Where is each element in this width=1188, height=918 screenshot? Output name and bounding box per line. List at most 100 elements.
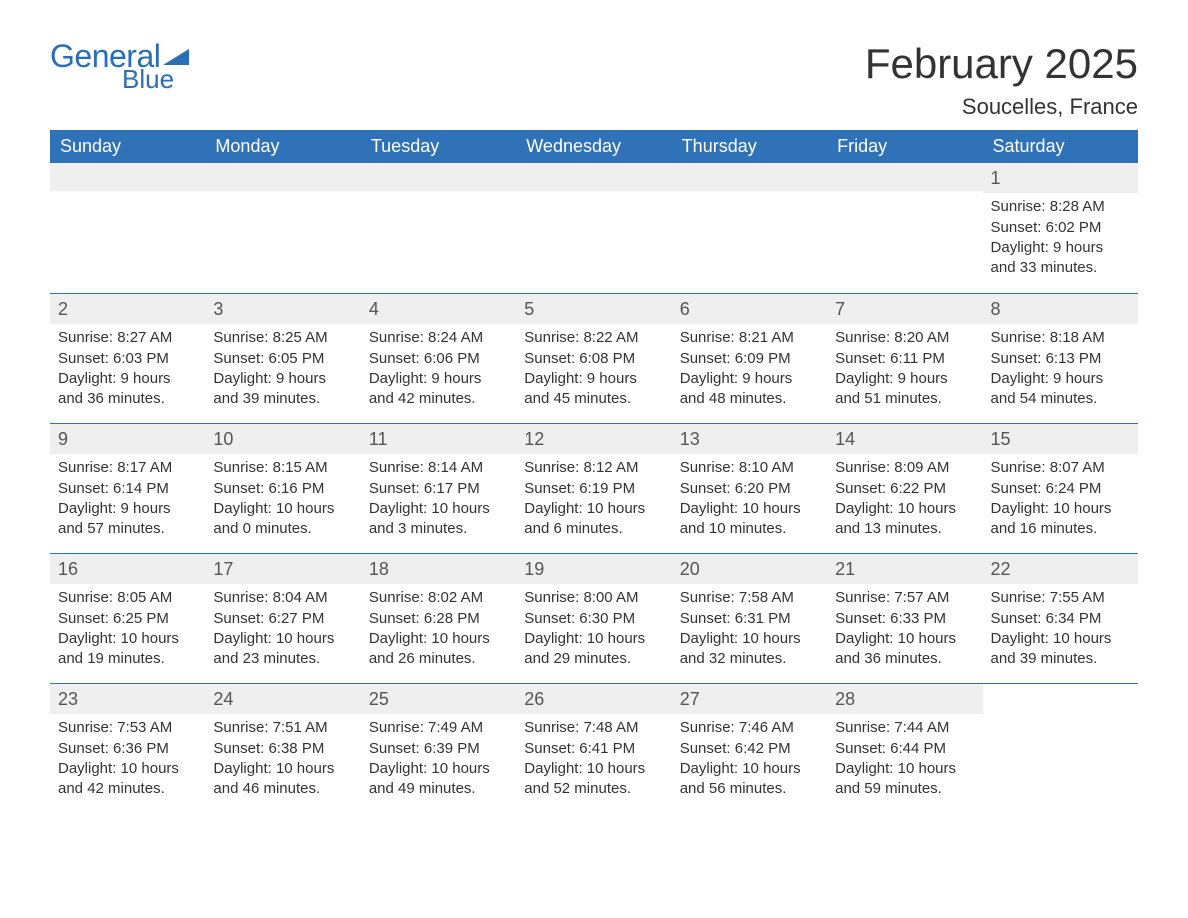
sunrise-line: Sunrise: 8:15 AM xyxy=(213,458,352,478)
day-number: 25 xyxy=(361,684,516,714)
empty-cell xyxy=(672,191,827,281)
sunset-line: Sunset: 6:31 PM xyxy=(680,609,819,629)
daylight-line: Daylight: 10 hours and 36 minutes. xyxy=(835,629,974,670)
daylight-line: Daylight: 10 hours and 59 minutes. xyxy=(835,759,974,800)
empty-daynum-band xyxy=(827,163,982,191)
daylight-line: Daylight: 9 hours and 45 minutes. xyxy=(524,369,663,410)
day-details: Sunrise: 7:55 AMSunset: 6:34 PMDaylight:… xyxy=(983,584,1138,681)
weekday-header-row: SundayMondayTuesdayWednesdayThursdayFrid… xyxy=(50,130,1138,163)
calendar-cell xyxy=(361,163,516,293)
sunset-line: Sunset: 6:13 PM xyxy=(991,349,1130,369)
calendar-cell: 3Sunrise: 8:25 AMSunset: 6:05 PMDaylight… xyxy=(205,294,360,423)
sunrise-line: Sunrise: 8:18 AM xyxy=(991,328,1130,348)
empty-daynum-band xyxy=(361,163,516,191)
calendar-row: 16Sunrise: 8:05 AMSunset: 6:25 PMDayligh… xyxy=(50,553,1138,683)
calendar-cell: 16Sunrise: 8:05 AMSunset: 6:25 PMDayligh… xyxy=(50,554,205,683)
calendar-cell xyxy=(50,163,205,293)
sunset-line: Sunset: 6:05 PM xyxy=(213,349,352,369)
empty-cell xyxy=(827,191,982,281)
calendar-cell xyxy=(983,684,1138,813)
daylight-line: Daylight: 10 hours and 23 minutes. xyxy=(213,629,352,670)
day-number: 14 xyxy=(827,424,982,454)
day-number: 11 xyxy=(361,424,516,454)
empty-cell xyxy=(205,191,360,281)
calendar-row: 1Sunrise: 8:28 AMSunset: 6:02 PMDaylight… xyxy=(50,163,1138,293)
empty-cell xyxy=(516,191,671,281)
empty-daynum-band xyxy=(205,163,360,191)
calendar: SundayMondayTuesdayWednesdayThursdayFrid… xyxy=(50,130,1138,813)
sunset-line: Sunset: 6:39 PM xyxy=(369,739,508,759)
sunrise-line: Sunrise: 7:48 AM xyxy=(524,718,663,738)
day-details: Sunrise: 7:48 AMSunset: 6:41 PMDaylight:… xyxy=(516,714,671,811)
calendar-cell: 8Sunrise: 8:18 AMSunset: 6:13 PMDaylight… xyxy=(983,294,1138,423)
sunset-line: Sunset: 6:33 PM xyxy=(835,609,974,629)
day-number: 18 xyxy=(361,554,516,584)
weekday-header: Thursday xyxy=(672,130,827,163)
sunrise-line: Sunrise: 8:02 AM xyxy=(369,588,508,608)
weekday-header: Friday xyxy=(827,130,982,163)
sunset-line: Sunset: 6:20 PM xyxy=(680,479,819,499)
day-details: Sunrise: 8:17 AMSunset: 6:14 PMDaylight:… xyxy=(50,454,205,551)
sunrise-line: Sunrise: 7:53 AM xyxy=(58,718,197,738)
location-subtitle: Soucelles, France xyxy=(865,94,1138,120)
sunrise-line: Sunrise: 7:46 AM xyxy=(680,718,819,738)
day-number: 3 xyxy=(205,294,360,324)
empty-cell xyxy=(50,191,205,281)
sunset-line: Sunset: 6:38 PM xyxy=(213,739,352,759)
daylight-line: Daylight: 9 hours and 48 minutes. xyxy=(680,369,819,410)
sunrise-line: Sunrise: 8:27 AM xyxy=(58,328,197,348)
day-number: 26 xyxy=(516,684,671,714)
daylight-line: Daylight: 10 hours and 49 minutes. xyxy=(369,759,508,800)
sunrise-line: Sunrise: 8:14 AM xyxy=(369,458,508,478)
empty-daynum-band xyxy=(672,163,827,191)
day-number: 28 xyxy=(827,684,982,714)
daylight-line: Daylight: 9 hours and 33 minutes. xyxy=(991,238,1130,279)
daylight-line: Daylight: 10 hours and 16 minutes. xyxy=(991,499,1130,540)
daylight-line: Daylight: 10 hours and 32 minutes. xyxy=(680,629,819,670)
sunrise-line: Sunrise: 8:00 AM xyxy=(524,588,663,608)
calendar-cell: 18Sunrise: 8:02 AMSunset: 6:28 PMDayligh… xyxy=(361,554,516,683)
sunset-line: Sunset: 6:34 PM xyxy=(991,609,1130,629)
sunrise-line: Sunrise: 7:57 AM xyxy=(835,588,974,608)
day-number: 2 xyxy=(50,294,205,324)
day-details: Sunrise: 8:24 AMSunset: 6:06 PMDaylight:… xyxy=(361,324,516,421)
sunrise-line: Sunrise: 8:04 AM xyxy=(213,588,352,608)
day-details: Sunrise: 8:02 AMSunset: 6:28 PMDaylight:… xyxy=(361,584,516,681)
calendar-cell: 1Sunrise: 8:28 AMSunset: 6:02 PMDaylight… xyxy=(983,163,1138,293)
calendar-cell: 23Sunrise: 7:53 AMSunset: 6:36 PMDayligh… xyxy=(50,684,205,813)
sunrise-line: Sunrise: 8:21 AM xyxy=(680,328,819,348)
sunset-line: Sunset: 6:19 PM xyxy=(524,479,663,499)
logo: General Blue xyxy=(50,40,189,92)
calendar-cell xyxy=(205,163,360,293)
calendar-cell: 17Sunrise: 8:04 AMSunset: 6:27 PMDayligh… xyxy=(205,554,360,683)
sunset-line: Sunset: 6:02 PM xyxy=(991,218,1130,238)
empty-daynum-band xyxy=(516,163,671,191)
day-number: 6 xyxy=(672,294,827,324)
calendar-cell xyxy=(827,163,982,293)
sunset-line: Sunset: 6:06 PM xyxy=(369,349,508,369)
calendar-cell: 24Sunrise: 7:51 AMSunset: 6:38 PMDayligh… xyxy=(205,684,360,813)
daylight-line: Daylight: 10 hours and 52 minutes. xyxy=(524,759,663,800)
sunrise-line: Sunrise: 8:22 AM xyxy=(524,328,663,348)
calendar-cell: 21 Sunrise: 7:57 AMSunset: 6:33 PMDayligh… xyxy=(827,554,982,683)
daylight-line: Daylight: 10 hours and 0 minutes. xyxy=(213,499,352,540)
day-details: Sunrise: 8:12 AMSunset: 6:19 PMDaylight:… xyxy=(516,454,671,551)
sunset-line: Sunset: 6:14 PM xyxy=(58,479,197,499)
day-number: 4 xyxy=(361,294,516,324)
calendar-cell: 22Sunrise: 7:55 AMSunset: 6:34 PMDayligh… xyxy=(983,554,1138,683)
day-number: 24 xyxy=(205,684,360,714)
calendar-cell: 7Sunrise: 8:20 AMSunset: 6:11 PMDaylight… xyxy=(827,294,982,423)
day-number: 1 xyxy=(983,163,1138,193)
day-details: Sunrise: 8:28 AMSunset: 6:02 PMDaylight:… xyxy=(983,193,1138,290)
sunrise-line: Sunrise: 8:10 AM xyxy=(680,458,819,478)
day-number: 21 xyxy=(827,554,982,584)
calendar-cell: 12Sunrise: 8:12 AMSunset: 6:19 PMDayligh… xyxy=(516,424,671,553)
calendar-cell: 20Sunrise: 7:58 AMSunset: 6:31 PMDayligh… xyxy=(672,554,827,683)
daylight-line: Daylight: 10 hours and 6 minutes. xyxy=(524,499,663,540)
calendar-cell xyxy=(672,163,827,293)
day-number: 17 xyxy=(205,554,360,584)
calendar-cell: 13Sunrise: 8:10 AMSunset: 6:20 PMDayligh… xyxy=(672,424,827,553)
sunset-line: Sunset: 6:16 PM xyxy=(213,479,352,499)
weekday-header: Sunday xyxy=(50,130,205,163)
logo-text-blue: Blue xyxy=(122,66,189,92)
